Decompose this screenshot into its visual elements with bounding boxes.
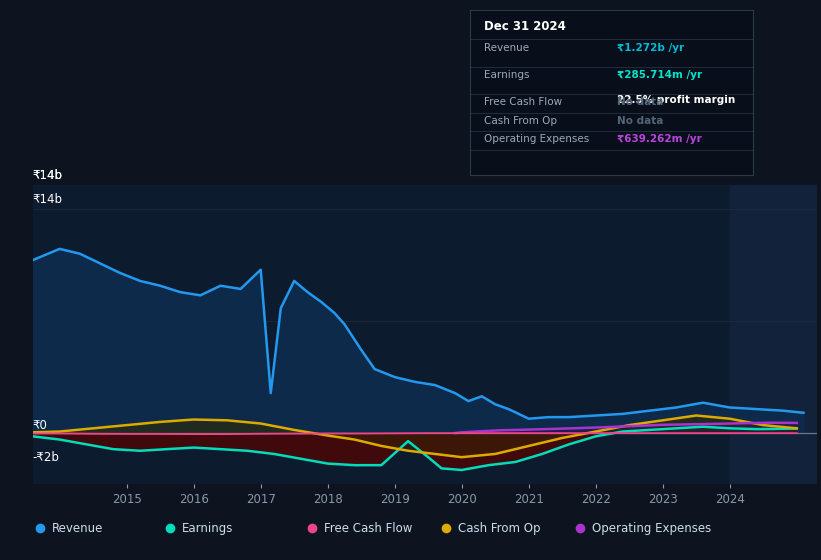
- Text: Earnings: Earnings: [182, 522, 233, 535]
- Text: ₹0: ₹0: [33, 419, 48, 432]
- Text: Revenue: Revenue: [484, 43, 529, 53]
- Text: Cash From Op: Cash From Op: [484, 116, 557, 126]
- Text: ₹14b: ₹14b: [33, 169, 63, 182]
- Bar: [730, 185, 817, 484]
- Text: ₹639.262m /yr: ₹639.262m /yr: [617, 134, 702, 144]
- Text: Free Cash Flow: Free Cash Flow: [484, 97, 562, 107]
- Text: ₹1.272b /yr: ₹1.272b /yr: [617, 43, 684, 53]
- Text: ₹285.714m /yr: ₹285.714m /yr: [617, 70, 702, 80]
- Text: Earnings: Earnings: [484, 70, 530, 80]
- Text: Operating Expenses: Operating Expenses: [592, 522, 711, 535]
- Text: Revenue: Revenue: [52, 522, 103, 535]
- Text: 22.5% profit margin: 22.5% profit margin: [617, 95, 735, 105]
- Text: Dec 31 2024: Dec 31 2024: [484, 20, 566, 33]
- Text: ₹14b: ₹14b: [33, 193, 63, 206]
- Text: Cash From Op: Cash From Op: [458, 522, 540, 535]
- Text: -₹2b: -₹2b: [33, 451, 60, 464]
- Text: Free Cash Flow: Free Cash Flow: [323, 522, 412, 535]
- Text: No data: No data: [617, 116, 663, 126]
- Text: ₹14b: ₹14b: [33, 169, 63, 182]
- Text: No data: No data: [617, 97, 663, 107]
- Text: Operating Expenses: Operating Expenses: [484, 134, 589, 144]
